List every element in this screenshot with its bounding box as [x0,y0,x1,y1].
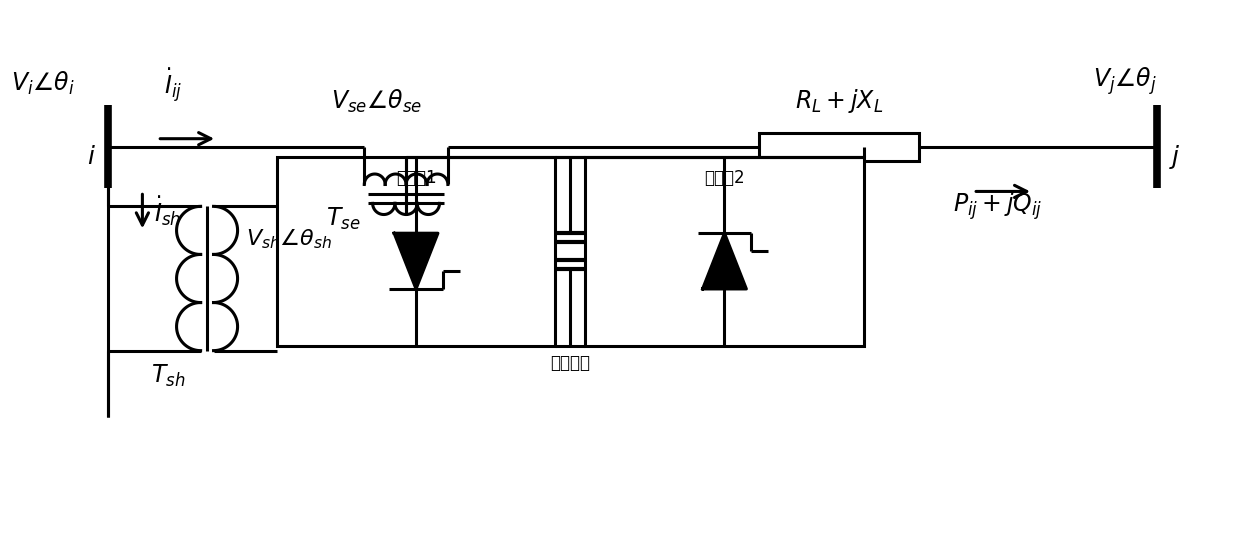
Text: $j$: $j$ [1169,142,1180,171]
Text: $\dot{I}_{ij}$: $\dot{I}_{ij}$ [164,66,182,105]
Text: $V_{se}\angle\theta_{se}$: $V_{se}\angle\theta_{se}$ [331,88,423,115]
Text: $T_{se}$: $T_{se}$ [326,205,361,231]
Text: $T_{sh}$: $T_{sh}$ [151,363,186,389]
Bar [585,157,864,346]
Text: $i$: $i$ [87,145,95,168]
Polygon shape [394,233,438,289]
Text: 换流器2: 换流器2 [704,170,745,187]
Bar [277,157,556,346]
Bar [759,133,919,161]
Text: $\dot{I}_{sh}$: $\dot{I}_{sh}$ [154,195,181,229]
Text: $P_{ij} + jQ_{ij}$: $P_{ij} + jQ_{ij}$ [954,191,1043,222]
Text: 直流电容: 直流电容 [551,354,590,371]
Text: $V_j\angle\theta_j$: $V_j\angle\theta_j$ [1092,65,1156,97]
Text: $R_L + jX_L$: $R_L + jX_L$ [795,87,883,115]
Polygon shape [703,233,746,289]
Text: 换流器1: 换流器1 [396,170,436,187]
Text: $V_{sh}\angle\theta_{sh}$: $V_{sh}\angle\theta_{sh}$ [246,226,332,251]
Text: $V_i\angle\theta_i$: $V_i\angle\theta_i$ [11,70,74,97]
